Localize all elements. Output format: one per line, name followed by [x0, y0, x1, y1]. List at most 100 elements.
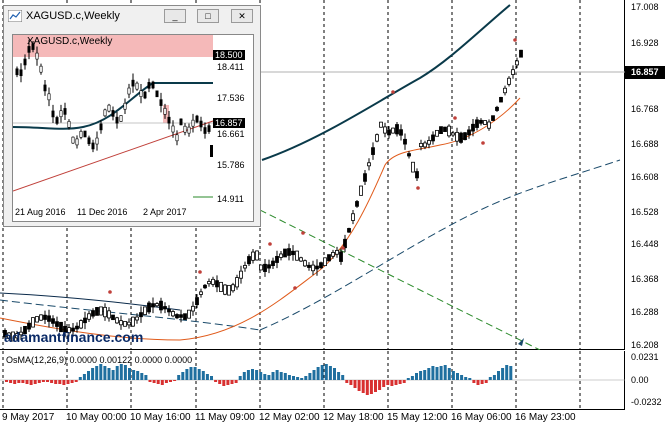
candle-body	[447, 125, 451, 137]
time-axis-label: 10 May 00:00	[66, 412, 127, 423]
fractal-marker	[198, 270, 202, 274]
weekly-candle-body	[35, 52, 39, 60]
time-axis[interactable]: 9 May 2017 10 May 00:00 10 May 16:00 11 …	[0, 410, 625, 425]
candle-body	[171, 311, 175, 317]
candle-body	[291, 250, 295, 256]
weekly-chart-pane[interactable]: XAGUSD.c,Weekly 18.500 18.411 17.536 16.…	[12, 34, 254, 222]
weekly-price-label: 15.786	[217, 160, 245, 170]
lower-moving-average	[0, 292, 181, 311]
candle-body	[367, 162, 371, 167]
osma-bar	[468, 378, 472, 380]
osma-bar	[33, 380, 37, 384]
weekly-candle-body	[155, 90, 159, 98]
osma-bar	[152, 380, 156, 383]
weekly-chart-window[interactable]: XAGUSD.c,Weekly _ □ ✕ XAGUSD.c,Weekly 18…	[3, 5, 261, 227]
osma-bar	[144, 375, 148, 380]
weekly-candle-body	[139, 90, 143, 97]
weekly-candle-body	[27, 46, 31, 53]
weekly-price-label: 14.911	[217, 194, 244, 204]
candle-body	[131, 316, 135, 327]
candle-body	[355, 201, 359, 207]
osma-bar	[353, 380, 357, 388]
osma-bar	[255, 370, 259, 380]
candle-body	[135, 316, 139, 321]
weekly-candle-body	[175, 134, 179, 142]
price-axis-label: 16.688	[631, 139, 659, 149]
candle-body	[499, 96, 503, 103]
candle-body	[35, 316, 39, 323]
weekly-candle-body	[19, 69, 23, 77]
weekly-candle-body	[163, 108, 167, 115]
main-chart-pane[interactable]	[0, 0, 625, 351]
weekly-price-label: 16.661	[217, 129, 245, 139]
osma-bar	[140, 373, 144, 380]
candle-body	[503, 87, 507, 94]
weekly-candle-body	[91, 142, 95, 150]
osma-bar	[296, 377, 300, 380]
candle-body	[311, 264, 315, 272]
osma-bar	[423, 370, 427, 380]
weekly-candle-body	[183, 125, 187, 133]
candle-body	[275, 256, 279, 263]
candle-body	[295, 250, 299, 261]
osma-bar	[201, 371, 205, 380]
weekly-candle-body	[99, 123, 103, 131]
osma-bar	[234, 380, 238, 383]
osma-bar	[406, 378, 410, 380]
osma-bar	[13, 380, 17, 384]
osma-bar	[419, 371, 423, 380]
candle-body	[375, 134, 379, 142]
candle-body	[399, 129, 403, 136]
candle-body	[87, 313, 91, 320]
osma-bar	[189, 367, 193, 380]
weekly-candle-body	[135, 82, 139, 90]
candle-body	[283, 248, 287, 258]
candle-body	[183, 313, 187, 320]
long-moving-average	[0, 159, 621, 331]
osma-bar	[267, 375, 271, 380]
osma-bar	[316, 367, 320, 380]
watermark: adamantfinance.com	[4, 329, 144, 345]
fractal-marker	[301, 231, 305, 235]
osma-bar	[283, 373, 287, 380]
osma-bar	[378, 380, 382, 390]
weekly-candle-body	[195, 115, 199, 123]
weekly-time-label: 2 Apr 2017	[143, 207, 187, 217]
window-title-bar[interactable]: XAGUSD.c,Weekly _ □ ✕	[4, 6, 260, 26]
weekly-candle-body	[199, 120, 203, 128]
candle-body	[91, 310, 95, 317]
price-axis[interactable]: 17.008 16.928 16.768 16.688 16.608 16.52…	[625, 0, 665, 350]
candle-body	[315, 265, 319, 270]
osma-bar	[230, 380, 234, 384]
minimize-button[interactable]: _	[164, 9, 186, 23]
osma-bar	[9, 380, 13, 383]
osma-bar	[222, 380, 226, 386]
candle-body	[403, 138, 407, 145]
candle-body	[423, 142, 427, 148]
candle-body	[299, 257, 303, 262]
candle-body	[467, 129, 471, 136]
osma-bar	[148, 380, 152, 382]
chart-window-icon	[8, 10, 22, 22]
window-title: XAGUSD.c,Weekly	[26, 10, 120, 22]
osma-bar	[287, 375, 291, 380]
candle-body	[331, 252, 335, 257]
osma-bar	[25, 380, 29, 384]
restore-button[interactable]: □	[197, 9, 219, 23]
osma-bar	[304, 376, 308, 380]
osma-bar	[185, 369, 189, 380]
osma-indicator-pane[interactable]	[0, 351, 625, 410]
close-button[interactable]: ✕	[231, 9, 253, 23]
slow-moving-average	[261, 4, 511, 161]
osma-bar	[451, 371, 455, 380]
candle-body	[7, 332, 11, 339]
osma-bar	[242, 372, 246, 380]
weekly-candle-body	[103, 109, 107, 117]
osma-bar	[374, 380, 377, 392]
weekly-candle-body	[63, 108, 67, 115]
osma-indicator-label: OsMA(12,26,9) 0.0000 0.00122 0.0000 0.00…	[6, 355, 193, 365]
osma-bar	[324, 364, 328, 380]
time-axis-label: 11 May 09:00	[195, 412, 255, 423]
candle-body	[451, 132, 455, 136]
candle-body	[51, 318, 55, 324]
